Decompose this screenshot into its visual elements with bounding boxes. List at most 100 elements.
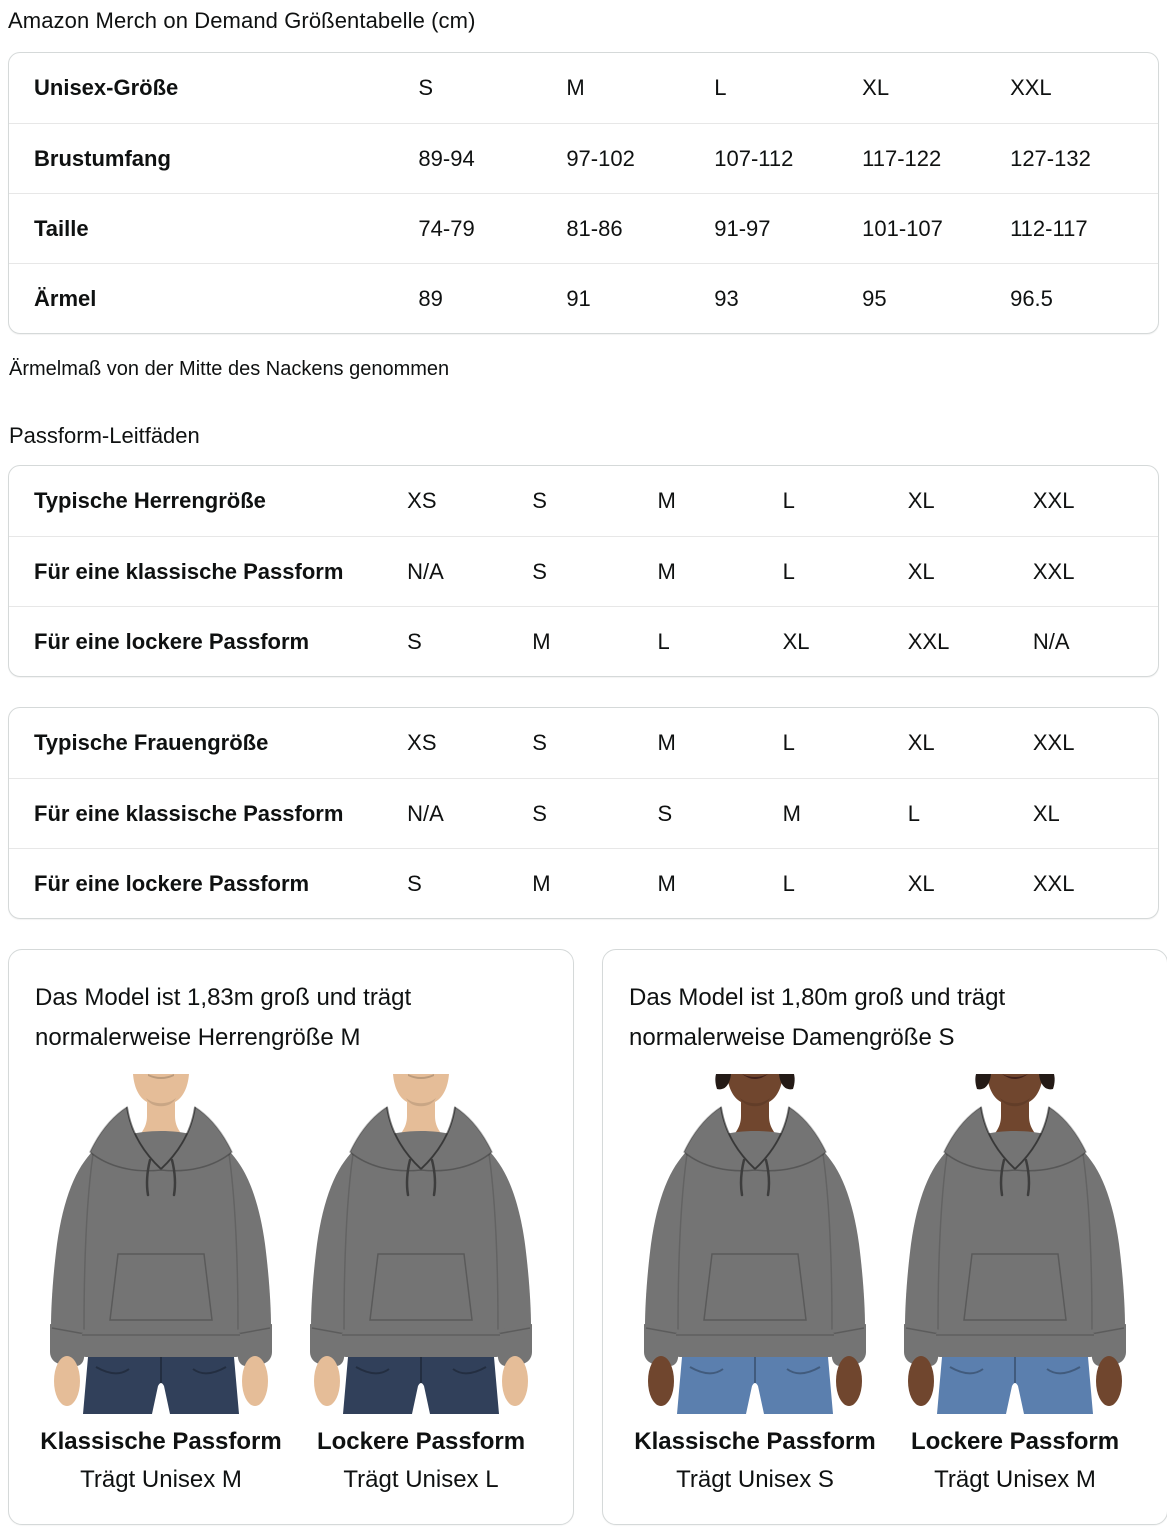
size-cell: 95 <box>862 285 887 311</box>
size-cell: L <box>782 870 795 896</box>
row-label: Für eine klassische Passform <box>34 800 344 826</box>
male-model-hoodie-icon <box>295 1074 547 1414</box>
size-cell: 101-107 <box>862 215 943 241</box>
size-cell: XL <box>782 628 810 654</box>
wears-caption: Trägt Unisex M <box>934 1466 1096 1493</box>
size-cell: S <box>532 730 547 755</box>
row-label: Für eine lockere Passform <box>34 870 310 896</box>
size-cell: XXL <box>1032 558 1075 584</box>
size-cell: 74-79 <box>418 215 475 241</box>
size-cell: S <box>657 800 673 826</box>
table-row: Für eine klassische Passform N/A S M L X… <box>9 536 1158 606</box>
row-label: Ärmel <box>34 285 97 311</box>
table-row: Für eine klassische Passform N/A S S M L… <box>9 778 1158 848</box>
row-label: Brustumfang <box>34 145 171 171</box>
model-cards: Das Model ist 1,83m groß und trägt norma… <box>8 949 1167 1525</box>
size-cell: S <box>532 800 547 826</box>
row-label: Typische Frauengröße <box>34 730 269 755</box>
wears-caption: Trägt Unisex L <box>343 1466 499 1493</box>
table-row: Typische Frauengröße XS S M L XL XXL <box>9 708 1158 778</box>
men-fit-table: Typische Herrengröße XS S M L XL XXL Für… <box>8 465 1159 677</box>
wears-caption: Trägt Unisex M <box>80 1466 242 1493</box>
size-cell: S <box>532 488 547 513</box>
model-description: Das Model ist 1,80m groß und trägt norma… <box>629 984 1006 1051</box>
male-model-hoodie-icon <box>35 1074 287 1414</box>
row-label: Für eine klassische Passform <box>34 558 344 584</box>
fit-caption: Klassische Passform <box>634 1428 876 1455</box>
female-model-hoodie-icon <box>889 1074 1141 1414</box>
size-cell: XXL <box>1032 488 1075 513</box>
table-row: Für eine lockere Passform S M L XL XXL N… <box>9 606 1158 676</box>
size-cell: 81-86 <box>566 215 623 241</box>
size-cell: S <box>532 558 547 584</box>
size-table: Unisex-Größe S M L XL XXL Brustumfang 89… <box>8 52 1159 334</box>
size-cell: 112-117 <box>1010 215 1088 241</box>
size-cell: M <box>532 628 551 654</box>
size-cell: XXL <box>1010 75 1052 100</box>
model-photo-loose-fit: Lockere Passform Trägt Unisex L <box>295 1074 547 1494</box>
size-cell: L <box>782 558 795 584</box>
size-cell: 93 <box>714 285 739 311</box>
size-cell: M <box>657 558 676 584</box>
row-label: Taille <box>34 215 89 241</box>
size-cell: L <box>907 800 920 826</box>
table-row: Unisex-Größe S M L XL XXL <box>9 53 1158 123</box>
size-cell: 117-122 <box>862 145 942 171</box>
size-cell: XL <box>862 75 890 100</box>
size-cell: XS <box>407 730 437 755</box>
fit-caption: Lockere Passform <box>910 1428 1120 1455</box>
size-cell: S <box>418 75 434 100</box>
size-cell: 91-97 <box>714 215 771 241</box>
size-cell: XL <box>907 870 935 896</box>
model-description: Das Model ist 1,83m groß und trägt norma… <box>35 984 412 1051</box>
size-cell: L <box>657 628 670 654</box>
size-cell: M <box>782 800 801 826</box>
model-card-men: Das Model ist 1,83m groß und trägt norma… <box>8 949 574 1525</box>
row-label: Unisex-Größe <box>34 75 179 100</box>
size-cell: L <box>714 75 727 100</box>
size-cell: XS <box>407 488 437 513</box>
row-label: Für eine lockere Passform <box>34 628 310 654</box>
size-cell: S <box>407 870 422 896</box>
women-fit-table: Typische Frauengröße XS S M L XL XXL Für… <box>8 707 1159 919</box>
model-photo-classic-fit: Klassische Passform Trägt Unisex S <box>629 1074 881 1494</box>
size-cell: 89-94 <box>418 145 475 171</box>
table-row: Typische Herrengröße XS S M L XL XXL <box>9 466 1158 536</box>
size-cell: 127-132 <box>1010 145 1091 171</box>
size-cell: L <box>782 488 795 513</box>
size-cell: 96.5 <box>1010 285 1053 311</box>
table-row: Brustumfang 89-94 97-102 107-112 117-122… <box>9 123 1158 193</box>
model-card-women: Das Model ist 1,80m groß und trägt norma… <box>602 949 1167 1525</box>
size-cell: N/A <box>407 800 444 826</box>
size-cell: XXL <box>1032 730 1075 755</box>
fit-guides-heading: Passform-Leitfäden <box>9 423 200 448</box>
size-cell: 89 <box>418 285 443 311</box>
size-cell: XL <box>1032 800 1060 826</box>
size-cell: 97-102 <box>566 145 635 171</box>
fit-caption: Lockere Passform <box>316 1428 526 1455</box>
row-label: Typische Herrengröße <box>34 488 266 513</box>
size-cell: 107-112 <box>714 145 794 171</box>
page-title: Amazon Merch on Demand Größentabelle (cm… <box>8 8 476 33</box>
size-cell: XXL <box>907 628 950 654</box>
wears-caption: Trägt Unisex S <box>676 1466 834 1493</box>
size-cell: XL <box>907 488 935 513</box>
size-cell: 91 <box>566 285 591 311</box>
size-cell: XL <box>907 730 935 755</box>
table-row: Ärmel 89 91 93 95 96.5 <box>9 263 1158 333</box>
size-cell: N/A <box>1032 628 1070 654</box>
size-cell: XXL <box>1032 870 1075 896</box>
size-cell: XL <box>907 558 935 584</box>
size-cell: M <box>657 870 676 896</box>
sleeve-note: Ärmelmaß von der Mitte des Nackens genom… <box>9 358 450 380</box>
size-cell: N/A <box>407 558 444 584</box>
size-cell: M <box>566 75 585 100</box>
model-photo-loose-fit: Lockere Passform Trägt Unisex M <box>889 1074 1141 1494</box>
table-row: Taille 74-79 81-86 91-97 101-107 112-117 <box>9 193 1158 263</box>
model-photo-classic-fit: Klassische Passform Trägt Unisex M <box>35 1074 287 1494</box>
table-row: Für eine lockere Passform S M M L XL XXL <box>9 848 1158 918</box>
size-cell: M <box>657 488 676 513</box>
fit-caption: Klassische Passform <box>40 1428 282 1455</box>
size-cell: L <box>782 730 795 755</box>
size-cell: M <box>532 870 551 896</box>
